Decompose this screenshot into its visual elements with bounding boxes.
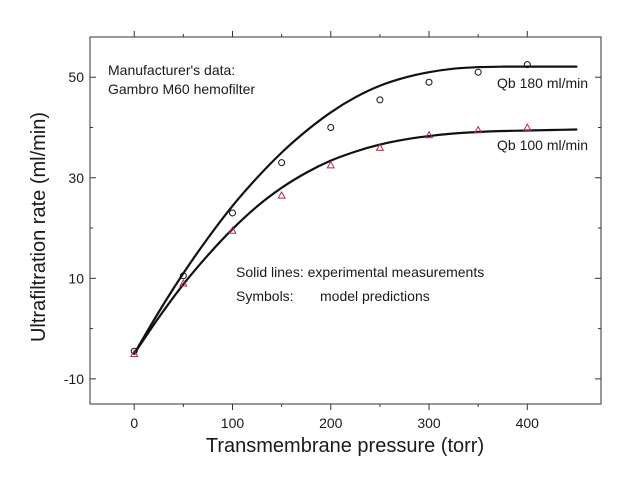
x-tick-label: 200	[319, 415, 343, 431]
series-4-triangle-marker	[277, 190, 286, 199]
series-4-triangle-marker	[523, 123, 532, 131]
series-lines	[133, 65, 578, 355]
line-label-qb180: Qb 180 ml/min	[497, 75, 588, 91]
series-3-circle-marker	[523, 61, 531, 69]
y-tick-label: 10	[68, 270, 84, 286]
series-3-circle-marker	[425, 78, 433, 86]
series-4-triangle-marker	[424, 130, 434, 139]
y-tick-label: 50	[68, 69, 84, 85]
series-3-circle-marker	[179, 272, 187, 280]
series-4-triangle-marker	[129, 349, 139, 357]
y-axis-title: Ultrafiltration rate (ml/min)	[28, 112, 50, 342]
note-line1: Solid lines: experimental measurements	[236, 264, 484, 280]
series-4-triangle-marker	[228, 226, 237, 234]
plot-border	[89, 36, 602, 405]
y-tick-label: -10	[64, 371, 84, 387]
series-3-circle-marker	[278, 159, 286, 167]
source-annotation-line2: Gambro M60 hemofilter	[108, 81, 255, 97]
y-tick-label: 30	[68, 170, 84, 186]
x-tick-label: 0	[130, 415, 138, 431]
series-4-triangle-marker	[375, 143, 385, 151]
axis-ticks: 0 100 200 300 400 -10 10 30 50	[64, 31, 601, 431]
series-1-line	[133, 65, 578, 355]
series-3-circle-marker	[376, 96, 384, 104]
x-tick-label: 400	[516, 415, 540, 431]
series-4-triangle-marker	[326, 160, 336, 169]
series-2-line	[133, 128, 578, 355]
plot-frame	[89, 36, 602, 405]
series-3-circle-marker	[130, 347, 138, 355]
source-annotation-line1: Manufacturer's data:	[108, 62, 235, 78]
series-3-circle-marker	[327, 123, 335, 131]
series-3-circle-marker	[474, 68, 482, 76]
series-4-triangle-marker	[473, 125, 483, 134]
note-line2-label: Symbols:	[236, 288, 294, 304]
series-4-triangle-marker	[179, 278, 188, 287]
line-label-qb100: Qb 100 ml/min	[497, 137, 588, 153]
x-tick-label: 100	[221, 415, 245, 431]
x-axis-title: Transmembrane pressure (torr)	[206, 435, 484, 457]
note-line2-value: model predictions	[320, 288, 430, 304]
series-3-circle-marker	[228, 209, 236, 217]
x-tick-label: 300	[417, 415, 441, 431]
series-markers	[129, 61, 532, 357]
